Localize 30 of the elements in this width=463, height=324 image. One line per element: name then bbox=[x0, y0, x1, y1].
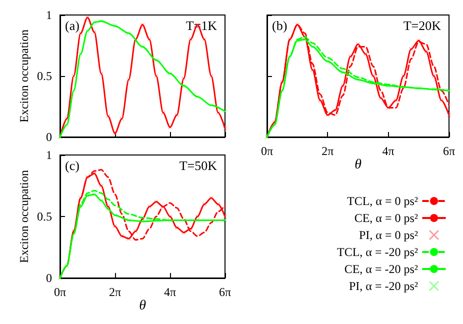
x-axis-title: θ bbox=[354, 157, 362, 172]
annotation: T=20K bbox=[403, 18, 442, 33]
x-tick-label: 2π bbox=[322, 144, 334, 158]
y-tick-label: 1 bbox=[46, 8, 52, 22]
y-tick-label: 0.5 bbox=[37, 210, 52, 224]
x-tick-label: 6π bbox=[218, 285, 232, 299]
annotation: (b) bbox=[272, 18, 288, 33]
legend-label: CE, α = -20 ps² bbox=[344, 262, 418, 276]
x-tick-label: 0π bbox=[54, 285, 66, 299]
x-tick-label: 2π bbox=[108, 285, 122, 299]
x-tick-label: 4π bbox=[382, 144, 394, 158]
y-tick-label: 0.5 bbox=[37, 69, 52, 83]
legend-label: TCL, α = -20 ps² bbox=[337, 245, 418, 259]
y-tick-label: 0 bbox=[46, 271, 52, 285]
y-tick-label: 0 bbox=[46, 130, 52, 144]
legend-label: PI, α = 0 ps² bbox=[359, 228, 418, 242]
legend-label: CE, α = 0 ps² bbox=[354, 211, 418, 225]
y-axis-title: Exciton occupation bbox=[17, 30, 31, 122]
x-tick-label: 0π bbox=[260, 144, 274, 158]
x-tick-label: 6π bbox=[442, 144, 456, 158]
y-tick-label: 1 bbox=[46, 148, 52, 162]
legend-label: TCL, α = 0 ps² bbox=[347, 194, 418, 208]
annotation: T=50K bbox=[179, 158, 218, 173]
y-axis-title: Exciton occupation bbox=[17, 170, 31, 263]
annotation: (c) bbox=[65, 158, 80, 173]
x-axis-title: θ bbox=[139, 298, 146, 314]
legend-label: PI, α = -20 ps² bbox=[349, 279, 418, 293]
annotation: T=1K bbox=[186, 18, 218, 33]
x-tick-label: 4π bbox=[164, 285, 176, 299]
annotation: (a) bbox=[65, 18, 80, 33]
